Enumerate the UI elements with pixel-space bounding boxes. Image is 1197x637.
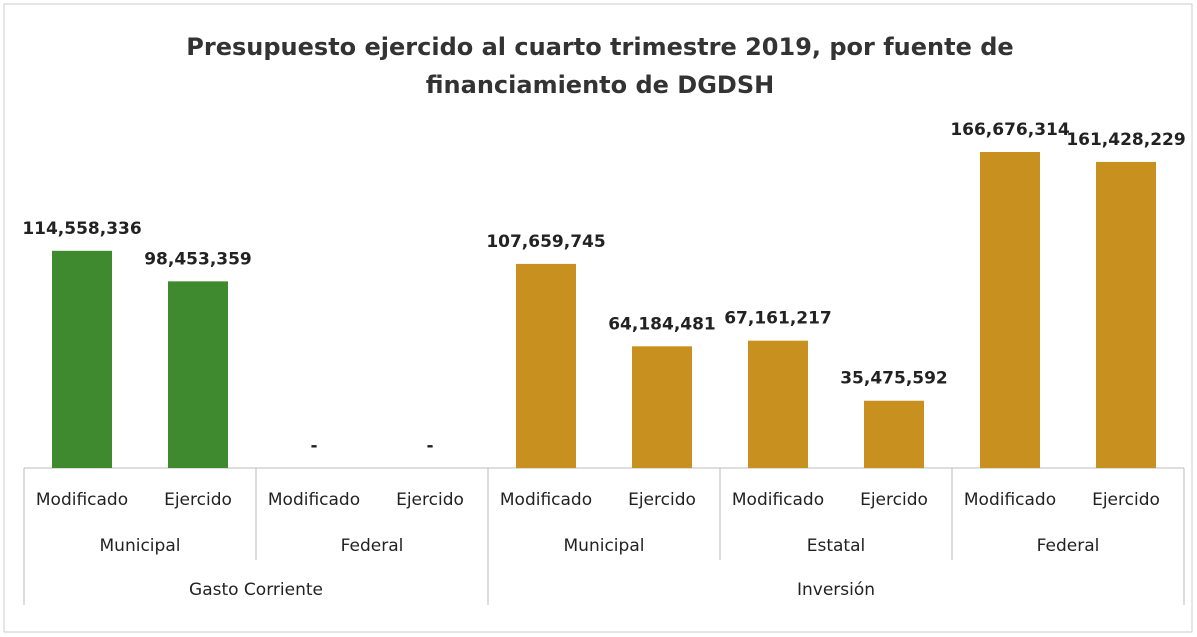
value-label: 161,428,229 — [1066, 130, 1185, 150]
bar — [632, 346, 692, 468]
top-group-label: Inversión — [797, 580, 875, 600]
top-group-label: Gasto Corriente — [189, 580, 323, 600]
bar — [516, 263, 576, 468]
group-label: Municipal — [100, 536, 181, 556]
chart-title: Presupuesto ejercido al cuarto trimestre… — [186, 33, 1014, 99]
x-tick-label: Modificado — [964, 490, 1056, 510]
x-tick-label: Modificado — [36, 490, 128, 510]
value-label: 64,184,481 — [608, 314, 716, 334]
bar — [52, 250, 112, 468]
bar — [864, 400, 924, 468]
chart-border — [3, 3, 1193, 633]
x-tick-label: Ejercido — [860, 490, 928, 510]
value-label: 67,161,217 — [724, 309, 832, 329]
group-label: Federal — [341, 536, 404, 556]
bar — [1096, 161, 1156, 468]
bar — [980, 152, 1040, 468]
group-label: Municipal — [564, 536, 645, 556]
x-tick-label: Ejercido — [396, 490, 464, 510]
value-label: 35,475,592 — [840, 369, 948, 389]
group-label: Federal — [1037, 536, 1100, 556]
bar — [168, 281, 228, 468]
x-tick-label: Modificado — [268, 490, 360, 510]
value-label: 98,453,359 — [144, 249, 252, 269]
group-label: Estatal — [807, 536, 866, 556]
x-tick-label: Ejercido — [164, 490, 232, 510]
value-label: - — [426, 436, 433, 456]
bar — [748, 340, 808, 468]
x-tick-label: Ejercido — [1092, 490, 1160, 510]
x-tick-label: Ejercido — [628, 490, 696, 510]
value-label: 166,676,314 — [950, 120, 1070, 140]
value-label: 107,659,745 — [486, 232, 605, 252]
x-tick-label: Modificado — [500, 490, 592, 510]
value-label: 114,558,336 — [22, 219, 141, 239]
x-tick-label: Modificado — [732, 490, 824, 510]
value-label: - — [310, 436, 317, 456]
